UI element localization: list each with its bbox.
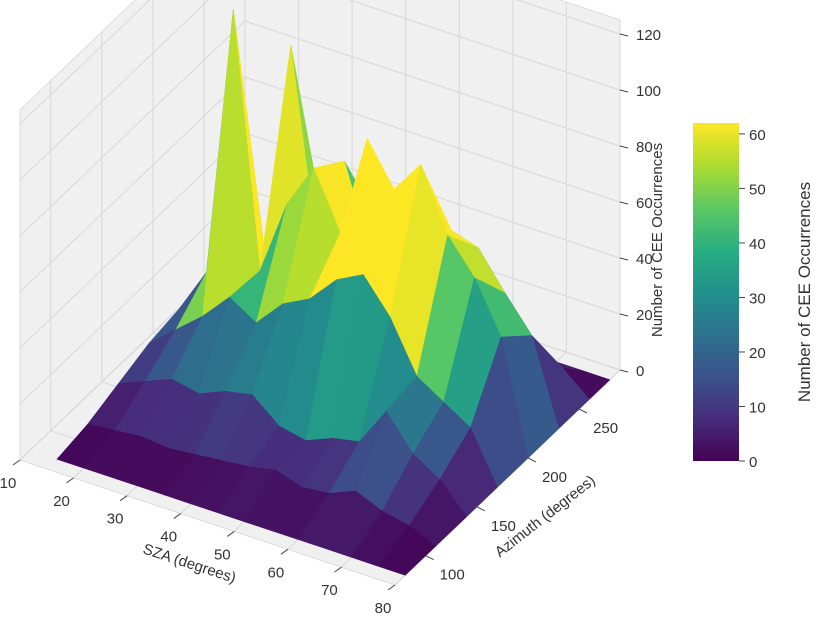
- colorbar-tick-label: 50: [749, 181, 766, 198]
- z-tick-mark: [619, 145, 629, 149]
- y-tick-label: 100: [440, 567, 465, 584]
- y-tick-label: 150: [491, 518, 516, 535]
- z-tick-mark: [619, 257, 629, 261]
- x-tick-label: 20: [53, 493, 70, 510]
- colorbar-tick-label: 20: [749, 345, 766, 362]
- colorbar-ticks: 0 10 20 30 40 50 60: [739, 127, 766, 471]
- y-tick-label: 250: [593, 420, 618, 437]
- x-tick-label: 50: [214, 546, 231, 563]
- y-tick-label: 200: [542, 469, 567, 486]
- x-tick-label: 30: [107, 511, 124, 528]
- x-tick-mark: [173, 513, 182, 519]
- z-tick-mark: [619, 89, 629, 93]
- z-tick-label: 40: [636, 251, 653, 268]
- grid-line-z: [19, 0, 621, 181]
- z-tick-label: 0: [636, 363, 644, 380]
- colorbar-label: Number of CEE Occurrences: [795, 182, 814, 402]
- colorbar-gradient: [693, 123, 739, 461]
- colorbar-tick-label: 40: [749, 236, 766, 253]
- colorbar-tick-label: 0: [749, 454, 757, 471]
- grid-line-z: [19, 76, 621, 293]
- colorbar-tick-label: 60: [749, 127, 766, 144]
- y-tick-mark: [527, 457, 537, 463]
- z-tick-label: 60: [636, 195, 653, 212]
- colorbar-tick-label: 30: [749, 290, 766, 307]
- y-tick-mark: [578, 408, 588, 414]
- grid-line-z: [19, 0, 621, 125]
- x-tick-label: 40: [160, 529, 177, 546]
- x-tick-label: 60: [268, 564, 285, 581]
- colorbar-tick-label: 10: [749, 399, 766, 416]
- z-tick-label: 120: [636, 27, 661, 44]
- x-tick-mark: [334, 566, 342, 573]
- z-tick-mark: [619, 369, 629, 373]
- z-tick-label: 80: [636, 139, 653, 156]
- x-tick-mark: [66, 477, 74, 484]
- x-tick-mark: [226, 531, 235, 537]
- z-tick-mark: [619, 313, 629, 317]
- z-axis-label: Number of CEE Occurrences: [649, 143, 666, 337]
- surface-plot: [56, 9, 611, 576]
- x-tick-mark: [280, 548, 289, 555]
- x-tick-label: 80: [375, 600, 392, 617]
- x-tick-label: 70: [321, 582, 338, 599]
- x-tick-label: 10: [0, 475, 16, 492]
- z-tick-mark: [619, 201, 629, 205]
- y-tick-mark: [425, 555, 434, 561]
- x-tick-mark: [12, 459, 21, 466]
- grid-line-z: [19, 20, 621, 237]
- z-tick-label: 20: [636, 307, 653, 324]
- colorbar: 0 10 20 30 40 50 60 Number of CEE Occurrences: [693, 123, 814, 471]
- x-tick-mark: [387, 584, 396, 591]
- z-tick-label: 100: [636, 83, 661, 100]
- y-tick-mark: [476, 506, 486, 512]
- x-tick-mark: [119, 495, 128, 502]
- surface-patch: [378, 525, 437, 576]
- z-tick-mark: [619, 33, 629, 37]
